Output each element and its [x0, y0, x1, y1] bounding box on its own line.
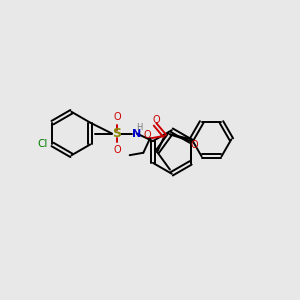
Text: S: S [112, 127, 122, 140]
Text: O: O [143, 130, 151, 140]
Text: O: O [113, 112, 121, 122]
Text: N: N [132, 128, 141, 139]
Text: O: O [113, 146, 121, 155]
Text: Cl: Cl [37, 140, 47, 149]
Text: O: O [152, 116, 160, 125]
Text: O: O [191, 140, 198, 150]
Text: H: H [136, 123, 143, 132]
